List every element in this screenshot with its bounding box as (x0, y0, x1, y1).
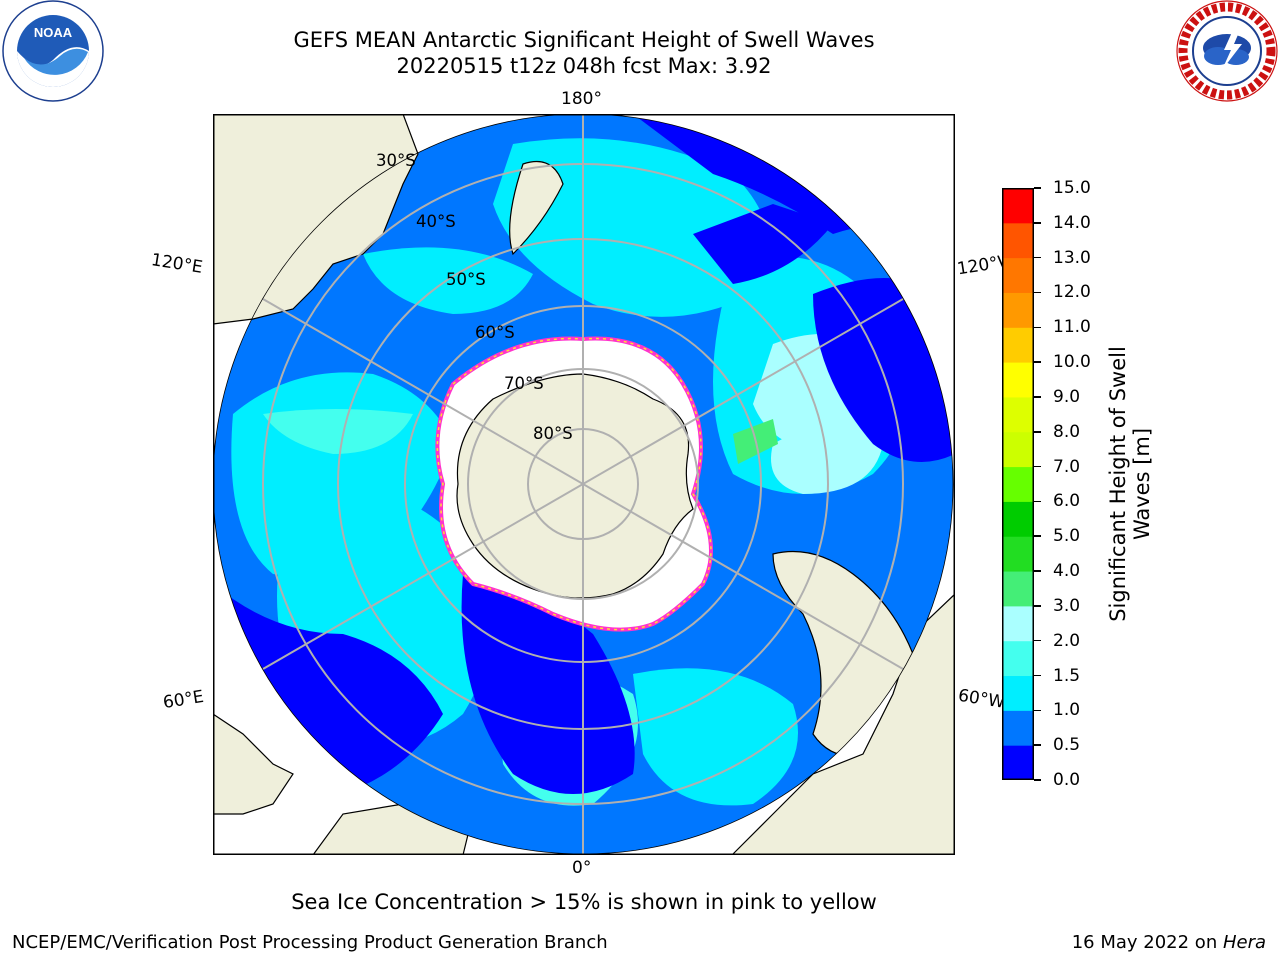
colorbar-tick-label: 0.0 (1053, 770, 1081, 790)
colorbar-tick-mark (1034, 431, 1041, 433)
lat-label-40s: 40°S (416, 212, 456, 231)
sea-ice-footnote: Sea Ice Concentration > 15% is shown in … (291, 890, 877, 914)
colorbar-segment (1002, 710, 1034, 746)
antarctica (456, 373, 694, 599)
colorbar-tick-label: 1.0 (1053, 700, 1081, 721)
colorbar-tick-label: 10.0 (1053, 352, 1091, 373)
chart-title: GEFS MEAN Antarctic Significant Height o… (293, 28, 875, 52)
colorbar-tick-label: 12.0 (1053, 282, 1091, 303)
colorbar-segment (1002, 745, 1034, 780)
colorbar-tick-mark (1034, 396, 1041, 398)
colorbar-segment (1002, 257, 1034, 293)
colorbar-segment (1002, 675, 1034, 711)
colorbar-tick-label: 14.0 (1053, 212, 1091, 233)
colorbar-tick-mark (1034, 222, 1041, 224)
colorbar-tick-mark (1034, 709, 1041, 712)
colorbar-tick-label: 5.0 (1053, 526, 1081, 547)
colorbar-tick-mark (1034, 500, 1041, 503)
lon-label-60e: 60°E (161, 686, 206, 714)
colorbar-segment (1002, 327, 1034, 363)
colorbar-tick-label: 7.0 (1053, 456, 1081, 477)
colorbar-tick-mark (1034, 465, 1041, 468)
colorbar-tick-label: 6.0 (1053, 491, 1081, 512)
colorbar-segment (1002, 292, 1034, 328)
colorbar (1002, 188, 1034, 780)
colorbar-segment (1002, 501, 1034, 537)
noaa-logo-text: NOAA (34, 25, 73, 40)
colorbar-tick-mark (1034, 744, 1041, 746)
lon-label-0: 0° (572, 858, 592, 878)
colorbar-tick-mark (1034, 674, 1041, 677)
nws-logo-icon (1176, 0, 1278, 102)
lon-label-120e: 120°E (149, 250, 204, 278)
colorbar-tick-mark (1034, 326, 1041, 329)
colorbar-segment (1002, 362, 1034, 398)
colorbar-tick-mark (1034, 361, 1041, 363)
colorbar-segment (1002, 605, 1034, 642)
colorbar-segment (1002, 431, 1034, 468)
graticule (213, 114, 953, 854)
noaa-logo-icon: NOAA (2, 0, 104, 102)
colorbar-tick-label: 15.0 (1053, 178, 1091, 198)
colorbar-tick-label: 13.0 (1053, 247, 1091, 268)
colorbar-segment (1002, 536, 1034, 572)
colorbar-tick-label: 11.0 (1053, 317, 1091, 338)
colorbar-tick-label: 9.0 (1053, 386, 1081, 407)
colorbar-tick-mark (1034, 291, 1041, 294)
credit-host: Hera (1222, 932, 1266, 953)
colorbar-segment (1002, 396, 1034, 433)
colorbar-segment (1002, 188, 1034, 224)
lat-label-30s: 30°S (376, 151, 416, 170)
colorbar-tick-label: 0.5 (1053, 735, 1081, 756)
colorbar-label-line-2: Waves [m] (1130, 427, 1154, 541)
colorbar-tick-label: 4.0 (1053, 561, 1081, 582)
colorbar-segment (1002, 466, 1034, 502)
lon-label-120w: 120°W (955, 252, 1005, 280)
colorbar-tick-label: 3.0 (1053, 595, 1081, 616)
colorbar-tick-mark (1034, 605, 1041, 607)
colorbar-tick-mark (1034, 639, 1041, 642)
antarctic-map (213, 114, 955, 855)
colorbar-tick-mark (1034, 779, 1041, 781)
lat-label-80s: 80°S (533, 424, 573, 443)
colorbar-segment (1002, 222, 1034, 259)
colorbar-tick-mark (1034, 570, 1041, 572)
chart-subtitle: 20220515 t12z 048h fcst Max: 3.92 (396, 54, 772, 78)
colorbar-label-line-1: Significant Height of Swell (1106, 346, 1130, 622)
lat-label-50s: 50°S (446, 270, 486, 289)
credit-date-text: 16 May 2022 on (1071, 932, 1223, 953)
lat-label-60s: 60°S (475, 323, 515, 342)
colorbar-tick-label: 8.0 (1053, 421, 1081, 442)
colorbar-tick-label: 1.5 (1053, 665, 1081, 686)
lon-label-60w: 60°W (956, 685, 1004, 713)
credit-date: 16 May 2022 on Hera (1072, 932, 1266, 953)
colorbar-tick-mark (1034, 187, 1041, 189)
colorbar-tick-mark (1034, 256, 1041, 259)
credit-branch: NCEP/EMC/Verification Post Processing Pr… (12, 932, 608, 953)
colorbar-tick-mark (1034, 535, 1041, 537)
lon-label-180: 180° (561, 89, 602, 109)
colorbar-tick-label: 2.0 (1053, 630, 1081, 651)
lat-label-70s: 70°S (504, 374, 544, 393)
colorbar-segment (1002, 571, 1034, 607)
colorbar-segment (1002, 640, 1034, 677)
